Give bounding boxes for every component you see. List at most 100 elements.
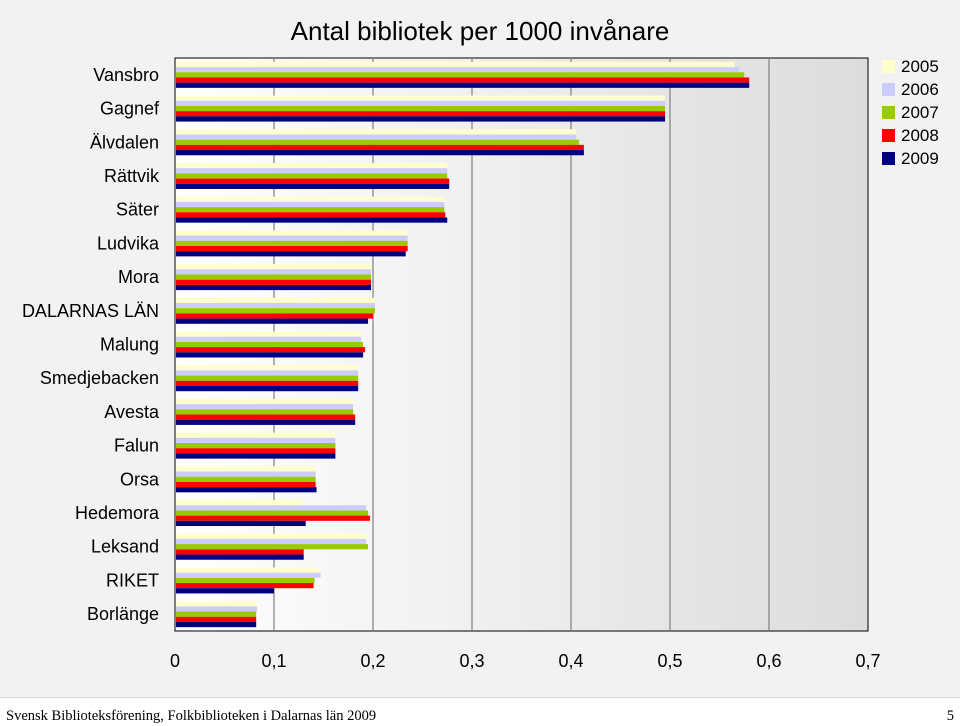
category-label: Mora — [118, 267, 160, 287]
bar — [176, 284, 372, 291]
bar — [176, 386, 359, 392]
bar — [176, 302, 375, 309]
bar — [176, 365, 359, 371]
x-tick-label: 0,7 — [855, 651, 880, 671]
bar — [176, 370, 359, 376]
bar-chart: Vansbro Gagnef Älvdalen Rättvik Säter Ludvika… — [0, 0, 960, 697]
bar — [176, 471, 316, 477]
category-label: Hedemora — [75, 503, 160, 523]
footer: Svensk Biblioteksförening, Folkbibliotek… — [0, 697, 960, 726]
bar — [176, 621, 257, 628]
category-label: Leksand — [91, 537, 159, 557]
x-tick-label: 0 — [170, 651, 180, 671]
bar — [176, 308, 375, 314]
bar — [176, 61, 735, 68]
bar — [176, 313, 373, 319]
bar — [176, 544, 369, 550]
bar — [176, 453, 336, 459]
bar — [176, 318, 369, 324]
legend-label: 2005 — [901, 57, 939, 76]
category-label: Rättvik — [104, 166, 160, 186]
bar — [176, 398, 354, 405]
page-number: 5 — [946, 708, 954, 724]
bar — [176, 173, 448, 179]
bar — [176, 341, 364, 348]
bar — [176, 515, 371, 521]
bar — [176, 588, 274, 594]
category-label: Falun — [114, 436, 159, 456]
bar — [176, 409, 354, 415]
bar — [176, 347, 366, 353]
bar — [176, 150, 584, 156]
bar — [176, 437, 336, 444]
bar — [176, 448, 336, 454]
bar — [176, 95, 666, 101]
legend-label: 2007 — [901, 103, 939, 122]
chart-title: Antal bibliotek per 1000 invånare — [291, 16, 670, 46]
bar — [176, 162, 448, 169]
category-label: Avesta — [104, 402, 160, 422]
bar — [176, 207, 445, 213]
bars — [176, 61, 750, 628]
bar — [176, 336, 362, 342]
bar — [176, 538, 367, 545]
x-tick-label: 0,2 — [360, 651, 385, 671]
bar — [176, 77, 750, 83]
x-tick-label: 0,4 — [558, 651, 583, 671]
bar — [176, 601, 258, 607]
bar — [176, 139, 579, 145]
bar — [176, 572, 321, 578]
category-label: Smedjebacken — [40, 368, 159, 388]
bar — [176, 611, 257, 617]
bar — [176, 331, 362, 337]
bar — [176, 251, 406, 257]
bar — [176, 212, 446, 218]
bar — [176, 111, 666, 117]
bar — [176, 134, 576, 140]
bar — [176, 196, 445, 202]
bar — [176, 279, 372, 285]
bar — [176, 567, 319, 573]
bar — [176, 549, 304, 555]
bar — [176, 105, 666, 112]
bar — [176, 67, 740, 73]
bar — [176, 404, 354, 410]
bar — [176, 217, 448, 223]
category-label: RIKET — [106, 570, 159, 590]
bar — [176, 500, 302, 506]
category-label: Malung — [100, 335, 159, 355]
bar — [176, 520, 306, 527]
category-label: Borlänge — [87, 604, 159, 624]
category-label: Säter — [116, 200, 159, 220]
bar — [176, 419, 356, 425]
x-tick-label: 0,6 — [756, 651, 781, 671]
legend-label: 2009 — [901, 149, 939, 168]
bar — [176, 487, 317, 493]
bar — [176, 168, 448, 174]
bar — [176, 230, 408, 236]
bar — [176, 72, 745, 78]
x-tick-label: 0,5 — [657, 651, 682, 671]
bar — [176, 414, 356, 420]
footer-text: Svensk Biblioteksförening, Folkbibliotek… — [6, 708, 377, 724]
bar — [176, 554, 304, 560]
bar — [176, 616, 257, 622]
legend-swatch — [882, 129, 895, 142]
bar — [176, 533, 367, 539]
bar — [176, 505, 367, 511]
bar — [176, 432, 336, 438]
category-label: Orsa — [120, 469, 160, 489]
bar — [176, 380, 359, 387]
category-label: Älvdalen — [90, 132, 159, 152]
x-tick-labels: 0 0,1 0,2 0,3 0,4 0,5 0,6 0,7 — [170, 651, 881, 671]
category-label: DALARNAS LÄN — [22, 301, 159, 321]
legend-swatch — [882, 152, 895, 165]
category-label: Vansbro — [93, 65, 159, 85]
category-labels: Vansbro Gagnef Älvdalen Rättvik Säter Ludvika… — [22, 65, 160, 624]
bar — [176, 264, 372, 270]
bar — [176, 466, 316, 472]
bar — [176, 245, 408, 252]
bar — [176, 116, 666, 122]
bar — [176, 240, 408, 246]
bar — [176, 443, 336, 449]
